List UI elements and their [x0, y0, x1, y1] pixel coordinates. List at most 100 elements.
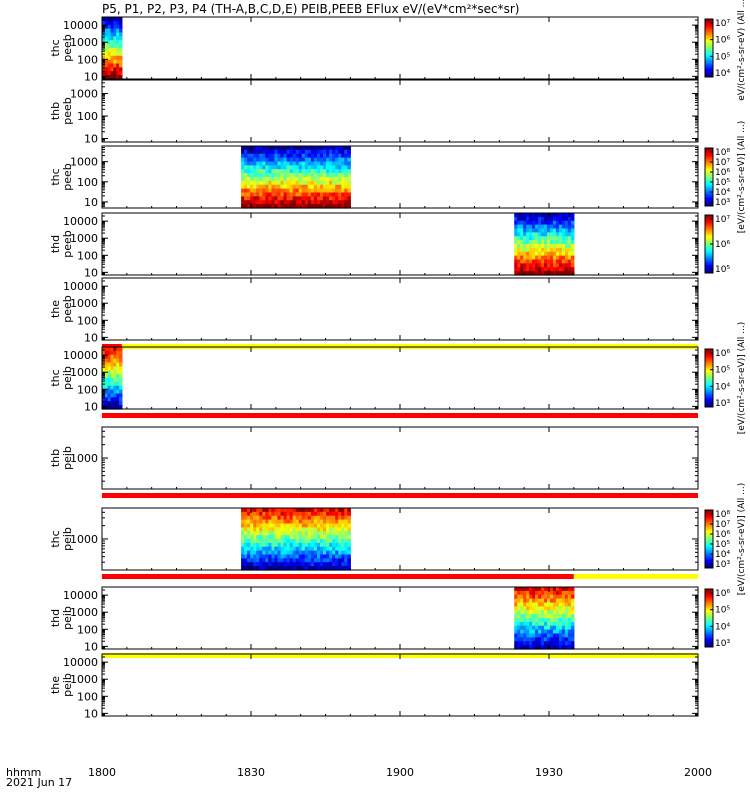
spectrogram-cell-thd-peeb: [544, 236, 548, 241]
spectrogram-cell-thc-peib: [304, 566, 309, 571]
spectrogram-cell-thc-peeb: [107, 67, 112, 72]
spectrogram-cell-thc-peib: [316, 531, 321, 536]
spectrogram-cell-thd-peeb: [549, 240, 554, 245]
spectrogram-cell-thd-peeb: [549, 224, 554, 230]
spectrogram-cell-thc-peeb: [259, 184, 263, 190]
spectrogram-cell-thc-peeb: [107, 44, 112, 49]
spectrogram-cell-thd-peeb: [547, 251, 551, 257]
spectrogram-cell-thc-peib: [344, 519, 348, 525]
spectrogram-cell-thd-peib: [541, 641, 545, 646]
spectrogram-cell-thc-peib: [347, 508, 351, 513]
spectrogram-cell-thc-peib: [307, 535, 312, 540]
spectrogram-cell-thc-peib: [341, 566, 345, 571]
spectrogram-cell-thd-peeb: [547, 224, 551, 230]
spectrogram-cell-thd-peib: [538, 606, 542, 611]
spectrogram-cell-thc-peib: [304, 519, 309, 525]
spectrogram-cell-thc-peib: [335, 535, 339, 540]
spectrogram-cell-thc-peeb: [313, 200, 318, 205]
spectrogram-cell-thc-peib: [268, 531, 273, 536]
spectrogram-cell-thc-peeb: [104, 51, 109, 57]
spectrogram-cell-thc-peeb: [241, 165, 245, 170]
spectrogram-cell-thc-peeb: [110, 36, 114, 41]
spectrogram-cell-thc-peib: [286, 511, 291, 517]
spectrogram-cell-thc-peeb: [301, 180, 306, 186]
spectrogram-cell-thc-peib: [295, 515, 300, 521]
spectrogram-cell-thc-peeb: [326, 161, 330, 166]
spectrogram-cell-thc-peeb: [313, 157, 318, 163]
spectrogram-cell-thc-peeb: [271, 184, 276, 190]
spectrogram-cell-thd-peeb: [561, 259, 566, 264]
spectrogram-cell-thd-peib: [570, 645, 575, 650]
panel-frame-thb-peeb: [101, 79, 699, 143]
spectrogram-cell-thc-peib: [286, 562, 291, 567]
spectrogram-cell-thc-peib: [277, 539, 282, 544]
spectrogram-cell-thc-peib: [244, 535, 248, 540]
spectrogram-cell-thc-peib: [116, 389, 120, 395]
spectrogram-cell-thc-peeb: [304, 153, 309, 159]
spectrogram-cell-thc-peeb: [280, 165, 285, 170]
spectrogram-cell-thc-peib: [292, 511, 297, 517]
spectrogram-cell-thd-peeb: [535, 232, 539, 237]
spectrogram-cell-thd-peeb: [564, 232, 569, 237]
spectrogram-cell-thc-peeb: [104, 36, 109, 41]
spectrogram-cell-thc-peib: [329, 531, 333, 536]
spectrogram-cell-thd-peib: [567, 590, 572, 596]
spectrogram-cell-thc-peib: [265, 515, 269, 521]
spectrogram-cell-thd-peeb: [526, 251, 530, 257]
spectrogram-cell-thc-peib: [338, 531, 342, 536]
spectrogram-cell-thc-peib: [344, 546, 348, 552]
spectrogram-cell-thd-peeb: [561, 251, 566, 257]
spectrogram-cell-thc-peeb: [310, 188, 315, 194]
spectrogram-cell-thc-peib: [338, 554, 342, 559]
spectrogram-cell-thc-peib: [298, 535, 303, 540]
spectrogram-cell-thc-peib: [286, 515, 291, 521]
spectrogram-cell-thc-peeb: [119, 63, 123, 68]
spectrogram-cell-thc-peib: [289, 546, 294, 552]
spectrogram-cell-thc-peib: [274, 554, 279, 559]
spectrogram-cell-thc-peeb: [335, 153, 339, 159]
spectrogram-cell-thd-peeb: [523, 263, 527, 268]
spectrogram-cell-thd-peib: [514, 621, 518, 627]
spectrogram-cell-thc-peib: [344, 508, 348, 513]
spectrogram-cell-thc-peeb: [304, 161, 309, 166]
spectrogram-cell-thc-peib: [338, 519, 342, 525]
spectrogram-cell-thd-peeb: [523, 216, 527, 222]
spectrogram-cell-thc-peib: [274, 523, 279, 528]
spectrogram-cell-thd-peeb: [564, 228, 569, 233]
spectrogram-cell-thd-peib: [555, 625, 560, 631]
spectrogram-cell-thc-peib: [119, 366, 123, 371]
spectrogram-cell-thd-peib: [520, 598, 524, 604]
spectrogram-cell-thc-peib: [329, 527, 333, 532]
spectrogram-cell-thc-peeb: [292, 146, 297, 151]
spectrogram-cell-thd-peib: [561, 629, 566, 635]
spectrogram-cell-thc-peib: [332, 519, 336, 525]
spectrogram-cell-thd-peeb: [561, 244, 566, 249]
spectrogram-cell-thc-peib: [298, 515, 303, 521]
spectrogram-cell-thc-peeb: [332, 169, 336, 174]
spectrogram-cell-thd-peeb: [561, 228, 566, 233]
spectrogram-cell-thc-peeb: [332, 204, 336, 209]
spectrogram-cell-thd-peeb: [558, 244, 563, 249]
spectrogram-cell-thd-peib: [555, 602, 560, 607]
spectrogram-cell-thd-peib: [538, 645, 542, 650]
spectrogram-cell-thc-peib: [253, 554, 257, 559]
spectrogram-cell-thc-peeb: [244, 200, 248, 205]
spectrogram-cell-thd-peib: [564, 641, 569, 646]
spectrogram-cell-thd-peeb: [541, 251, 545, 257]
spectrogram-cell-thc-peib: [244, 539, 248, 544]
spectrogram-cell-thd-peib: [514, 598, 518, 604]
spectrogram-cell-thc-peeb: [116, 55, 120, 61]
spectrogram-cell-thc-peib: [310, 527, 315, 532]
spectrogram-cell-thc-peeb: [341, 149, 345, 155]
spectrogram-cell-thc-peeb: [332, 165, 336, 170]
spectrogram-cell-thd-peeb: [520, 251, 524, 257]
spectrogram-cell-thc-peib: [289, 523, 294, 528]
spectrogram-cell-thc-peib: [316, 554, 321, 559]
spectrogram-cell-thc-peeb: [283, 149, 288, 155]
spectrogram-cell-thc-peib: [116, 401, 120, 406]
spectrogram-cell-thd-peeb: [532, 267, 536, 272]
spectrogram-cell-thc-peeb: [283, 177, 288, 182]
spectrogram-cell-thd-peeb: [517, 220, 521, 226]
spectrogram-cell-thd-peib: [549, 602, 554, 607]
spectrogram-cell-thc-peeb: [329, 180, 333, 186]
